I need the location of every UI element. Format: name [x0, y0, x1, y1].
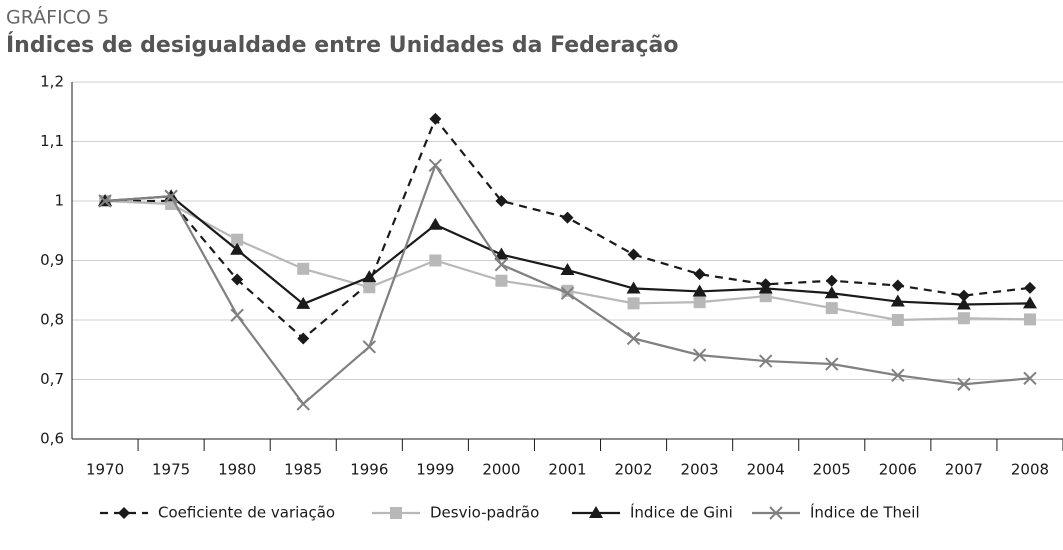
marker: [98, 194, 112, 208]
marker: [561, 211, 574, 224]
marker: [362, 340, 377, 354]
marker: [693, 268, 706, 281]
marker: [957, 377, 971, 391]
marker: [825, 274, 838, 287]
marker: [429, 112, 442, 125]
marker: [890, 294, 905, 307]
marker: [362, 270, 377, 283]
marker: [1023, 313, 1036, 326]
marker: [297, 332, 310, 345]
marker: [390, 507, 402, 519]
legend-label: Índice de Gini: [630, 503, 733, 522]
y-tick-label: 0,7: [40, 370, 64, 388]
marker: [495, 274, 508, 287]
marker: [1023, 281, 1036, 294]
marker: [1022, 296, 1037, 309]
x-tick-label: 1985: [284, 461, 322, 479]
x-tick-label: 2005: [813, 461, 851, 479]
marker: [693, 296, 706, 309]
marker: [560, 263, 575, 276]
marker: [891, 314, 904, 326]
marker: [692, 284, 707, 297]
x-tick-label: 2007: [945, 461, 983, 479]
marker: [758, 354, 773, 368]
marker: [769, 506, 783, 520]
x-tick-label: 2002: [614, 461, 652, 479]
x-tick-label: 1980: [218, 461, 256, 479]
marker: [118, 507, 130, 519]
chart-title: Índices de desigualdade entre Unidades d…: [6, 32, 679, 58]
legend-label: Índice de Theil: [810, 503, 920, 522]
marker: [428, 158, 443, 173]
marker: [626, 331, 641, 346]
marker: [692, 348, 707, 362]
marker: [627, 248, 640, 261]
legend-label: Desvio-padrão: [430, 504, 539, 522]
x-tick-label: 2004: [747, 461, 785, 479]
x-tick-label: 1975: [152, 461, 190, 479]
marker: [495, 195, 508, 207]
marker: [164, 189, 178, 203]
x-tick-label: 1970: [86, 461, 124, 479]
marker: [891, 368, 905, 383]
x-tick-label: 1999: [416, 461, 454, 479]
y-tick-label: 1,1: [40, 132, 64, 150]
x-tick-label: 1996: [350, 461, 388, 479]
marker: [561, 284, 574, 297]
marker: [627, 297, 640, 310]
marker: [824, 286, 839, 299]
marker: [825, 357, 839, 371]
marker: [363, 281, 376, 294]
marker: [957, 289, 970, 302]
y-tick-label: 0,9: [40, 251, 64, 269]
marker: [296, 296, 311, 309]
marker: [957, 312, 970, 325]
marker: [428, 217, 443, 230]
x-tick-label: 2000: [482, 461, 520, 479]
chart-label: GRÁFICO 5: [6, 6, 109, 29]
marker: [626, 281, 641, 294]
y-tick-label: 0,6: [40, 430, 64, 448]
x-tick-label: 2001: [548, 461, 586, 479]
marker: [230, 242, 245, 255]
legend-label: Coeficiente de variação: [158, 504, 335, 522]
marker: [231, 233, 244, 246]
marker: [589, 506, 603, 518]
y-tick-label: 1,2: [40, 73, 64, 91]
marker: [429, 254, 442, 267]
x-tick-label: 2008: [1011, 461, 1049, 479]
marker: [825, 302, 838, 315]
marker: [231, 273, 244, 286]
marker: [560, 286, 575, 300]
marker: [494, 247, 509, 260]
series-line: [105, 116, 1031, 340]
marker: [230, 308, 244, 322]
marker: [956, 297, 971, 310]
marker: [296, 397, 310, 411]
marker: [758, 281, 773, 294]
y-tick-label: 0,8: [40, 311, 64, 329]
marker: [891, 279, 904, 292]
marker: [1023, 371, 1037, 386]
x-tick-label: 2006: [879, 461, 917, 479]
marker: [494, 257, 509, 272]
marker: [297, 262, 310, 275]
y-tick-label: 1: [54, 192, 64, 210]
x-tick-label: 2003: [681, 461, 719, 479]
